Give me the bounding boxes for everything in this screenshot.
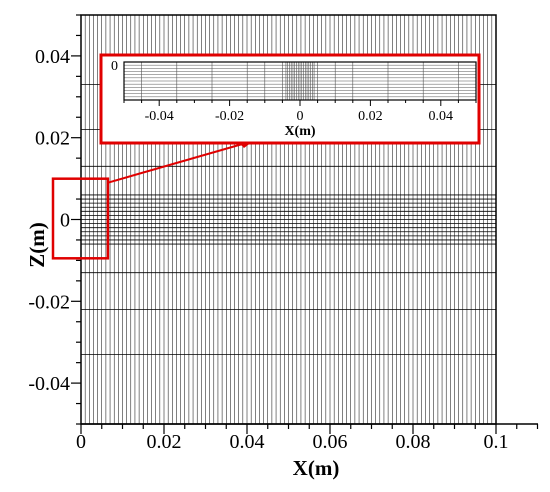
inset-y-tick-labels: 0 <box>111 59 118 74</box>
inset-background <box>99 53 481 145</box>
inset-y-tick-label: 0 <box>111 59 118 74</box>
x-tick-label: 0.02 <box>147 431 182 453</box>
y-tick-label: 0.02 <box>35 128 70 150</box>
x-tick-label: 0.06 <box>313 431 348 453</box>
x-tick-label: 0 <box>76 431 86 453</box>
inset-mesh-grid <box>124 62 476 100</box>
callout-connector <box>107 142 247 184</box>
x-tick-label: 0.04 <box>230 431 265 453</box>
inset-x-tick-label: 0.04 <box>429 109 454 124</box>
zoom-region-box <box>51 177 110 260</box>
inset-axis-ticks <box>123 100 477 106</box>
y-axis-title: Z(m) <box>25 222 49 268</box>
inset-x-tick-label: 0.02 <box>358 109 383 124</box>
y-tick-labels: -0.04 -0.02 0 0.02 0.04 <box>28 46 70 395</box>
axis-ticks <box>71 14 539 434</box>
main-plot: 0 0.02 0.04 0.06 0.08 0.1 -0.04 -0.02 0 0.02 0.04… <box>25 14 539 480</box>
x-tick-label: 0.1 <box>484 431 509 453</box>
y-tick-label: 0 <box>60 210 70 232</box>
x-tick-labels: 0 0.02 0.04 0.06 0.08 0.1 <box>76 431 509 453</box>
inset-plot: -0.04 -0.02 0 0.02 0.04 0 X(m) <box>99 53 481 145</box>
x-axis-title: X(m) <box>293 456 340 480</box>
inset-x-tick-label: -0.02 <box>215 109 244 124</box>
inset-x-tick-label: 0 <box>297 109 304 124</box>
inset-x-axis-title: X(m) <box>284 124 315 139</box>
x-tick-label: 0.08 <box>396 431 431 453</box>
y-tick-label: -0.02 <box>28 291 70 313</box>
inset-x-tick-label: -0.04 <box>145 109 174 124</box>
y-tick-label: -0.04 <box>28 373 70 395</box>
y-tick-label: 0.04 <box>35 46 70 68</box>
inset-x-tick-labels: -0.04 -0.02 0 0.02 0.04 <box>145 109 453 124</box>
